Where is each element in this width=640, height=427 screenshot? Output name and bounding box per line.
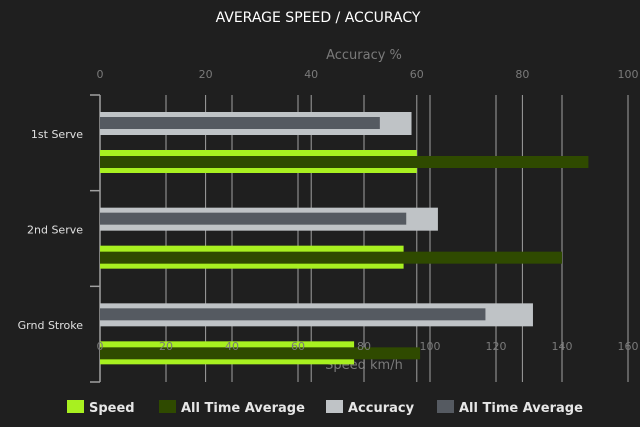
bar-speed-average: [100, 156, 589, 168]
legend-swatch: [159, 400, 176, 413]
category-label: 2nd Serve: [27, 224, 83, 237]
bar-speed-average: [100, 251, 562, 264]
legend-swatch: [67, 400, 84, 413]
bar-speed-average: [100, 347, 421, 360]
bottom-tick-label: 0: [97, 340, 104, 353]
bar-accuracy-average: [100, 212, 407, 225]
legend-label: Speed: [89, 401, 135, 416]
category-label: 1st Serve: [31, 128, 83, 141]
bottom-tick-label: 60: [291, 340, 305, 353]
legend-swatch: [326, 400, 343, 413]
top-tick-label: 20: [199, 68, 213, 81]
top-tick-label: 100: [618, 68, 639, 81]
top-tick-label: 80: [515, 68, 529, 81]
top-tick-label: 60: [410, 68, 424, 81]
chart-title: AVERAGE SPEED / ACCURACY: [216, 10, 421, 26]
bottom-tick-label: 40: [225, 340, 239, 353]
bottom-tick-label: 140: [552, 340, 573, 353]
bottom-tick-label: 120: [486, 340, 507, 353]
category-label: Grnd Stroke: [18, 319, 84, 332]
bottom-tick-label: 20: [159, 340, 173, 353]
legend-label: All Time Average: [459, 401, 583, 416]
top-tick-label: 0: [97, 68, 104, 81]
legend-swatch: [437, 400, 454, 413]
bar-accuracy-average: [100, 308, 486, 321]
legend-label: All Time Average: [181, 401, 305, 416]
legend-label: Accuracy: [348, 401, 415, 416]
top-tick-label: 40: [304, 68, 318, 81]
bottom-tick-label: 100: [420, 340, 441, 353]
bottom-tick-label: 80: [357, 340, 371, 353]
bar-accuracy-average: [100, 117, 380, 129]
bottom-tick-label: 160: [618, 340, 639, 353]
top-axis-label: Accuracy %: [326, 48, 402, 63]
